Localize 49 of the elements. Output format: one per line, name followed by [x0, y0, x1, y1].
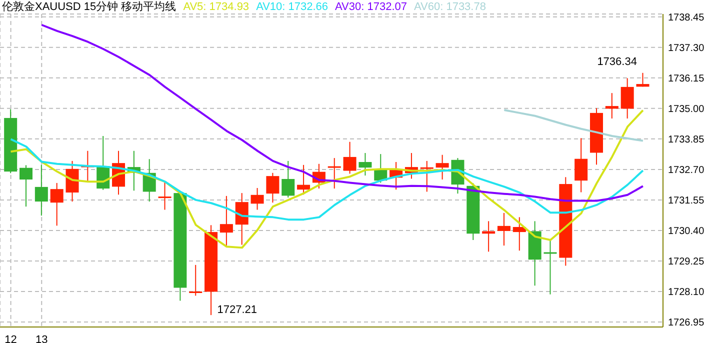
annotation: 1727.21	[217, 304, 257, 316]
chart-title: 伦敦金XAUUSD 15分钟 移动平均线	[2, 1, 176, 13]
y-tick-label: 1737.30	[668, 42, 705, 54]
candlestick	[266, 172, 280, 204]
y-tick-label: 1738.45	[668, 12, 705, 24]
candlestick	[497, 212, 510, 246]
candlestick	[512, 216, 526, 252]
text: AV10: 1732.66	[256, 1, 328, 13]
candlestick	[282, 160, 295, 198]
x-tick-label: 12	[4, 334, 17, 343]
candlestick	[297, 164, 310, 196]
candlestick	[542, 239, 558, 295]
candlestick	[358, 152, 372, 176]
candlestick	[343, 141, 356, 174]
candlestick	[636, 72, 650, 88]
y-tick-label: 1728.10	[668, 287, 705, 298]
candlestick	[420, 160, 434, 192]
y-tick-label: 1732.70	[668, 164, 705, 176]
line-series	[503, 109, 644, 142]
candlestick	[80, 150, 95, 182]
candlestick	[220, 195, 233, 248]
candlestick	[34, 164, 48, 216]
y-tick-label: 1735.00	[668, 104, 705, 115]
candlestick	[327, 158, 342, 190]
candlestick	[50, 182, 64, 226]
candlestick	[436, 154, 449, 180]
y-tick-label: 1730.40	[668, 226, 705, 237]
candlestick	[66, 160, 79, 202]
text: AV30: 1732.07	[335, 1, 407, 13]
candlestick	[605, 92, 618, 120]
y-tick-label: 1726.95	[668, 318, 705, 329]
candlestick	[250, 188, 264, 210]
candlestick	[574, 138, 588, 193]
y-tick-label: 1731.55	[668, 195, 705, 206]
candlestick	[620, 78, 634, 120]
candlestick	[482, 220, 496, 252]
candlestick	[188, 264, 203, 296]
y-tick-label: 1729.25	[668, 256, 705, 268]
line-series	[40, 24, 644, 202]
line-series	[10, 109, 644, 249]
candlestick	[158, 182, 172, 210]
candlestick	[20, 164, 32, 208]
y-tick-label: 1736.15	[668, 73, 705, 84]
x-tick-label: 13	[36, 334, 48, 343]
y-tick-label: 1733.85	[668, 134, 705, 146]
text: AV5: 1734.93	[183, 1, 250, 13]
candlestick	[235, 192, 248, 246]
annotation: 1736.34	[597, 56, 637, 68]
text: AV60: 1733.78	[414, 1, 486, 13]
